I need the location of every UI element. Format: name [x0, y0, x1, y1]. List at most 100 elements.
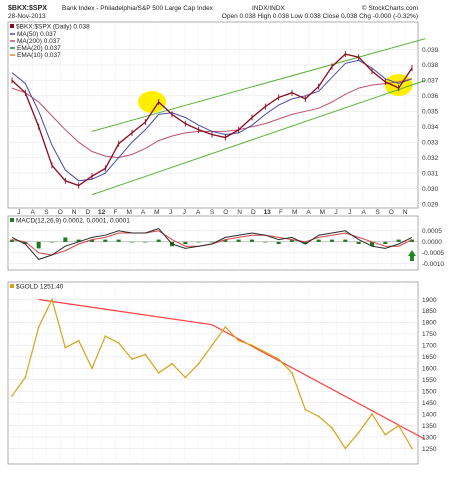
symbol-title: $BKX:$SPX [8, 5, 47, 12]
macd-legend: MACD(12,26,9) 0.0002, 0.0001, 0.0001 [10, 218, 130, 225]
gold-point [397, 424, 400, 427]
gold-point [237, 339, 240, 342]
gold-point [371, 413, 373, 416]
macd-histogram-bar [210, 241, 214, 243]
gold-point [211, 344, 213, 347]
gold-y-tick-label: 1450 [422, 400, 437, 407]
macd-histogram-bar [343, 239, 348, 242]
highlight-oval [138, 91, 166, 113]
macd-histogram-bar [263, 241, 268, 243]
x-tick-label: S [44, 209, 49, 216]
macd-histogram-bar [143, 241, 148, 243]
gold-y-axis: 1900 1850 1800 1750 1700 1650 1600 1550 1500 1450… [422, 297, 437, 453]
macd-histogram-bar [290, 239, 294, 242]
macd-y-tick-label: -0.0010 [422, 261, 444, 268]
macd-histogram-bar [103, 239, 108, 242]
x-tick-label: 12 [98, 209, 106, 216]
macd-histogram-bar [396, 239, 401, 242]
gold-y-tick-label: 1350 [422, 423, 437, 430]
x-tick-label: M [292, 209, 297, 216]
macd-histogram-bar [370, 241, 374, 247]
legend-label: EMA(20) 0.037 [17, 45, 61, 52]
macd-histogram-bar [36, 241, 41, 249]
legend-label: MA(200) 0.037 [17, 38, 60, 45]
price-y-tick-label: 0.032 [422, 155, 439, 162]
price-y-axis: 0.039 0.038 0.037 0.036 0.035 0.034 0.033 0.032… [422, 47, 439, 209]
symbol-description: Bank Index - Philadelphia/S&P 500 Large … [62, 5, 214, 12]
watermark: © StockCharts.com [362, 4, 418, 12]
x-tick-label: 13 [264, 209, 272, 216]
macd-histogram-bar [90, 239, 94, 242]
x-tick-label: J [183, 209, 186, 216]
macd-histogram-bar [10, 239, 14, 242]
gold-point [264, 351, 267, 354]
gold-y-tick-label: 1550 [422, 377, 437, 384]
x-tick-label: N [72, 209, 77, 216]
macd-histogram-bar [316, 239, 321, 242]
gold-point [291, 371, 293, 374]
macd-histogram-bar [130, 241, 134, 243]
macd-histogram-bar [76, 239, 81, 242]
gold-panel-title: $GOLD 1251.40 [16, 284, 64, 291]
gold-y-tick-label: 1850 [422, 308, 437, 315]
gold-point [384, 433, 387, 436]
x-tick-label: D [86, 209, 91, 216]
legend-label: EMA(10) 0.037 [17, 52, 61, 59]
gold-point [91, 367, 93, 370]
gold-series [11, 297, 426, 450]
macd-histogram-bar [196, 241, 201, 243]
x-tick-label: N [403, 209, 408, 216]
x-tick-label: A [196, 209, 201, 216]
price-y-tick-label: 0.031 [422, 170, 439, 177]
gold-y-tick-label: 1650 [422, 354, 437, 361]
price-y-tick-label: 0.034 [422, 124, 439, 131]
gold-y-tick-label: 1400 [422, 411, 437, 418]
gold-point [77, 339, 80, 342]
gold-point [357, 431, 360, 434]
price-y-tick-label: 0.030 [422, 186, 439, 193]
macd-histogram-bar [330, 239, 334, 242]
gold-point [304, 408, 307, 411]
x-tick-label: S [210, 209, 215, 216]
macd-histogram-bar [223, 239, 228, 242]
macd-histogram-bar [183, 241, 188, 244]
macd-y-tick-label: 0.0000 [422, 239, 442, 246]
macd-histogram-bar [116, 239, 121, 242]
price-y-tick-label: 0.035 [422, 109, 439, 116]
x-tick-label: M [127, 209, 132, 216]
gold-trendline [38, 298, 426, 440]
highlight-ovals [138, 74, 413, 113]
gold-point [171, 362, 173, 365]
gold-point [51, 298, 53, 301]
x-tick-label: A [306, 209, 311, 216]
gold-y-tick-label: 1750 [422, 331, 437, 338]
macd-histogram-bar [276, 241, 281, 244]
gold-point [37, 326, 40, 328]
x-tick-label: O [389, 209, 394, 216]
channel-upper-line [91, 38, 426, 132]
gold-panel-frame [7, 281, 419, 465]
gold-point [144, 353, 147, 356]
gold-point [331, 426, 333, 429]
price-panel-frame [7, 21, 419, 209]
x-tick-label: O [223, 209, 228, 216]
macd-y-axis: 0.0005 0.0000 -0.0005 -0.0010 [422, 228, 444, 268]
x-tick-label: S [375, 209, 380, 216]
x-tick-label: A [362, 209, 367, 216]
trend-channel [91, 38, 426, 196]
x-tick-label: A [31, 209, 36, 216]
x-tick-label: D [251, 209, 256, 216]
price-grid [8, 22, 418, 208]
price-y-tick-label: 0.037 [422, 78, 439, 85]
gold-y-tick-label: 1250 [422, 446, 437, 453]
legend-label: MA(50) 0.037 [17, 31, 57, 38]
price-legend-swatch [10, 24, 14, 28]
x-tick-label: O [58, 209, 63, 216]
macd-series [8, 228, 418, 260]
gold-point [197, 362, 200, 365]
gold-point [411, 447, 413, 450]
x-tick-label: F [113, 209, 117, 216]
highlight-oval [384, 74, 413, 96]
